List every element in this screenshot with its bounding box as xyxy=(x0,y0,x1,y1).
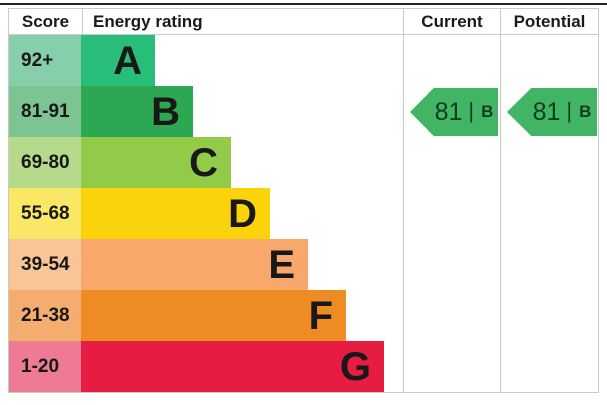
rating-bar: B xyxy=(81,86,193,137)
score-cell: 21-38 xyxy=(9,290,81,341)
band-letter: G xyxy=(339,344,371,389)
rating-bar: D xyxy=(81,188,270,239)
rating-table: Score Energy rating Current Potential 92… xyxy=(8,8,599,393)
potential-arrow-separator: | xyxy=(566,98,573,123)
potential-arrow-value: 81 xyxy=(532,97,561,126)
score-range-label: 81-91 xyxy=(21,100,70,122)
score-cell: 92+ xyxy=(9,35,81,86)
band-row: 92+ A xyxy=(9,35,403,86)
rating-bar: F xyxy=(81,290,346,341)
current-column: 81 | B xyxy=(403,35,500,392)
score-cell: 69-80 xyxy=(9,137,81,188)
table-header: Score Energy rating Current Potential xyxy=(9,9,598,35)
bands-column: 92+ A 81-91 B 69-80 C 55-68 D 39-54 E xyxy=(9,35,403,392)
band-row: 21-38 F xyxy=(9,290,403,341)
score-range-label: 92+ xyxy=(21,49,54,71)
score-range-label: 21-38 xyxy=(21,304,70,326)
header-current: Current xyxy=(403,9,500,34)
score-cell: 39-54 xyxy=(9,239,81,290)
band-row: 69-80 C xyxy=(9,137,403,188)
top-divider xyxy=(0,3,607,5)
band-row: 81-91 B xyxy=(9,86,403,137)
band-letter: D xyxy=(228,191,257,236)
score-range-label: 1-20 xyxy=(21,355,60,377)
potential-rating-arrow: 81 | B xyxy=(507,88,597,136)
rating-bar: G xyxy=(81,341,384,392)
current-arrow-separator: | xyxy=(468,98,475,123)
band-letter: F xyxy=(308,293,333,338)
potential-arrow-letter: B xyxy=(579,102,592,121)
rating-bar: E xyxy=(81,239,308,290)
current-arrow-value: 81 xyxy=(434,97,463,126)
score-cell: 55-68 xyxy=(9,188,81,239)
header-energy-rating: Energy rating xyxy=(93,11,203,31)
band-row: 39-54 E xyxy=(9,239,403,290)
header-score: Score xyxy=(9,9,83,34)
table-body: 92+ A 81-91 B 69-80 C 55-68 D 39-54 E xyxy=(9,35,598,392)
rating-bar: C xyxy=(81,137,231,188)
score-range-label: 55-68 xyxy=(21,202,70,224)
rating-bar: A xyxy=(81,35,155,86)
band-letter: C xyxy=(189,140,218,185)
score-cell: 1-20 xyxy=(9,341,81,392)
band-letter: E xyxy=(268,242,295,287)
header-potential: Potential xyxy=(500,9,598,34)
score-cell: 81-91 xyxy=(9,86,81,137)
score-range-label: 39-54 xyxy=(21,253,70,275)
band-row: 55-68 D xyxy=(9,188,403,239)
band-letter: B xyxy=(151,89,180,134)
band-letter: A xyxy=(113,38,142,83)
score-range-label: 69-80 xyxy=(21,151,70,173)
current-rating-arrow: 81 | B xyxy=(410,88,498,136)
potential-column: 81 | B xyxy=(500,35,598,392)
current-arrow-letter: B xyxy=(481,102,494,121)
band-row: 1-20 G xyxy=(9,341,403,392)
